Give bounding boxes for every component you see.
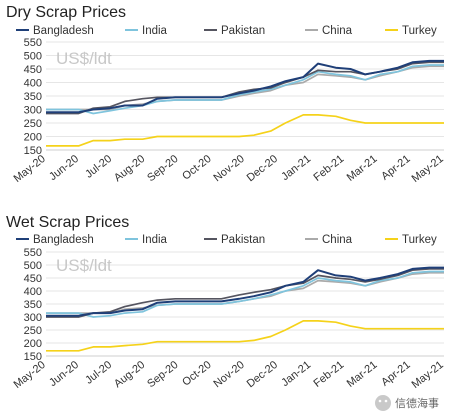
dry-legend-item-china: China (305, 25, 353, 37)
dry-y-tick-350: 350 (24, 91, 42, 103)
dry-y-tick-200: 200 (24, 132, 42, 144)
dry-chart-title: Dry Scrap Prices (6, 4, 126, 21)
wet-y-tick-400: 400 (24, 286, 42, 298)
wechat-icon-eye-right (384, 399, 388, 403)
wet-chart-title: Wet Scrap Prices (6, 214, 129, 231)
wet-y-tick-200: 200 (24, 338, 42, 350)
dry-scrap-chart: Dry Scrap Prices Bangladesh India Pakistan… (6, 4, 446, 185)
dry-x-tick-jul-20: Jul-20 (83, 153, 114, 181)
wet-legend-label-china: China (322, 234, 353, 246)
wet-y-tick-500: 500 (24, 260, 42, 272)
dry-x-tick-dec-20: Dec-20 (245, 153, 280, 184)
wet-x-tick-apr-21: Apr-21 (379, 359, 412, 389)
dry-x-tick-jan-21: Jan-21 (279, 153, 313, 183)
wet-x-tick-jan-21: Jan-21 (279, 359, 313, 389)
dry-x-tick-nov-20: Nov-20 (212, 153, 247, 184)
wet-x-tick-may-20: May-20 (12, 359, 48, 391)
wet-x-tick-mar-21: Mar-21 (345, 359, 380, 390)
dry-x-tick-sep-20: Sep-20 (145, 153, 180, 184)
wet-unit-label: US$/ldt (56, 256, 112, 275)
dry-legend-label-india: India (142, 25, 168, 37)
wet-x-tick-jul-20: Jul-20 (83, 359, 114, 387)
dry-y-tick-400: 400 (24, 78, 42, 90)
wet-x-tick-feb-21: Feb-21 (311, 359, 346, 390)
dry-unit-label: US$/ldt (56, 49, 112, 68)
wet-x-tick-may-21: May-21 (410, 359, 446, 391)
wet-legend-label-turkey: Turkey (402, 234, 437, 246)
wet-y-tick-550: 550 (24, 247, 42, 259)
dry-y-tick-300: 300 (24, 105, 42, 117)
wet-legend-item-india: India (125, 234, 168, 246)
wechat-icon (375, 395, 391, 411)
dry-y-tick-450: 450 (24, 64, 42, 76)
wet-x-tick-nov-20: Nov-20 (212, 359, 247, 390)
dry-legend-item-pakistan: Pakistan (204, 25, 265, 37)
wet-series-line-bangladesh (46, 266, 444, 317)
wet-y-tick-450: 450 (24, 273, 42, 285)
dry-x-tick-may-21: May-21 (410, 153, 446, 185)
wet-legend-item-china: China (305, 234, 353, 246)
wet-x-tick-sep-20: Sep-20 (145, 359, 180, 390)
wet-legend-label-bangladesh: Bangladesh (33, 234, 94, 246)
dry-x-tick-feb-21: Feb-21 (311, 153, 346, 184)
dry-series-line-bangladesh (46, 59, 444, 114)
wet-y-tick-150: 150 (24, 351, 42, 363)
dry-legend-item-turkey: Turkey (385, 25, 437, 37)
wet-legend: Bangladesh India Pakistan China Turkey (16, 234, 437, 246)
dry-y-tick-250: 250 (24, 118, 42, 130)
dry-y-tick-550: 550 (24, 37, 42, 49)
dry-series-lines (46, 59, 444, 147)
dry-x-tick-aug-20: Aug-20 (112, 153, 147, 184)
dry-legend-label-turkey: Turkey (402, 25, 437, 37)
watermark-text: 信德海事 (395, 396, 439, 410)
dry-series-line-india (46, 64, 444, 115)
wet-legend-label-india: India (142, 234, 168, 246)
wet-series-lines (46, 266, 444, 352)
wet-series-line-india (46, 270, 444, 318)
wet-series-line-turkey (46, 320, 444, 352)
wet-y-tick-250: 250 (24, 325, 42, 337)
dry-x-tick-jun-20: Jun-20 (47, 153, 81, 183)
wet-series-line-pakistan (46, 268, 444, 318)
dry-y-tick-500: 500 (24, 51, 42, 63)
dry-legend-label-bangladesh: Bangladesh (33, 25, 94, 37)
wet-x-tick-dec-20: Dec-20 (245, 359, 280, 390)
wet-x-tick-jun-20: Jun-20 (47, 359, 81, 389)
dry-legend-label-china: China (322, 25, 353, 37)
wet-y-tick-300: 300 (24, 312, 42, 324)
wet-legend-item-pakistan: Pakistan (204, 234, 265, 246)
wet-legend-label-pakistan: Pakistan (221, 234, 265, 246)
dry-x-tick-may-20: May-20 (12, 153, 48, 185)
dry-legend-item-india: India (125, 25, 168, 37)
dry-legend-item-bangladesh: Bangladesh (16, 25, 94, 37)
dry-x-tick-apr-21: Apr-21 (379, 153, 412, 183)
wet-legend-item-turkey: Turkey (385, 234, 437, 246)
dry-x-tick-mar-21: Mar-21 (345, 153, 380, 184)
wechat-icon-eye-left (378, 399, 382, 403)
dry-series-line-turkey (46, 114, 444, 147)
dry-series-line-china (46, 65, 444, 111)
dry-legend-label-pakistan: Pakistan (221, 25, 265, 37)
dry-legend: Bangladesh India Pakistan China Turkey (16, 25, 437, 37)
wet-legend-item-bangladesh: Bangladesh (16, 234, 94, 246)
wet-scrap-chart: Wet Scrap Prices Bangladesh India Pakistan… (6, 214, 446, 391)
wet-y-tick-350: 350 (24, 299, 42, 311)
dry-y-tick-150: 150 (24, 145, 42, 157)
watermark: 信德海事 (375, 395, 439, 411)
dry-x-tick-oct-20: Oct-20 (180, 153, 213, 183)
wet-x-tick-aug-20: Aug-20 (112, 359, 147, 390)
wet-x-tick-oct-20: Oct-20 (180, 359, 213, 389)
